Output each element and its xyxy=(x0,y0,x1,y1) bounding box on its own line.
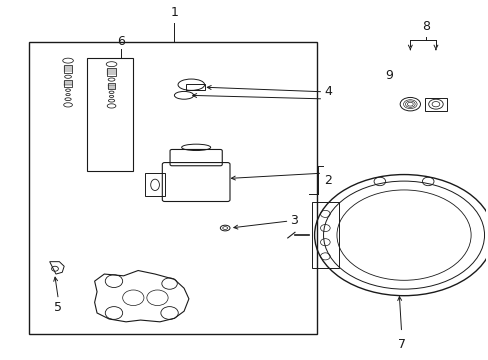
Text: 6: 6 xyxy=(117,35,125,48)
Bar xyxy=(29,42,316,334)
Text: 8: 8 xyxy=(421,21,429,33)
Bar xyxy=(64,80,72,87)
Bar xyxy=(107,83,115,89)
Text: 1: 1 xyxy=(170,6,178,19)
Bar xyxy=(107,68,116,76)
Bar xyxy=(87,58,133,171)
Bar xyxy=(186,84,204,90)
Text: 4: 4 xyxy=(324,85,331,98)
Text: 5: 5 xyxy=(54,301,62,314)
Bar xyxy=(145,173,164,196)
Text: 7: 7 xyxy=(397,338,405,351)
Text: 9: 9 xyxy=(385,69,393,82)
Text: 2: 2 xyxy=(324,174,331,187)
Bar xyxy=(425,98,446,111)
Bar xyxy=(311,202,338,268)
Text: 3: 3 xyxy=(290,215,298,228)
Bar xyxy=(63,65,72,73)
